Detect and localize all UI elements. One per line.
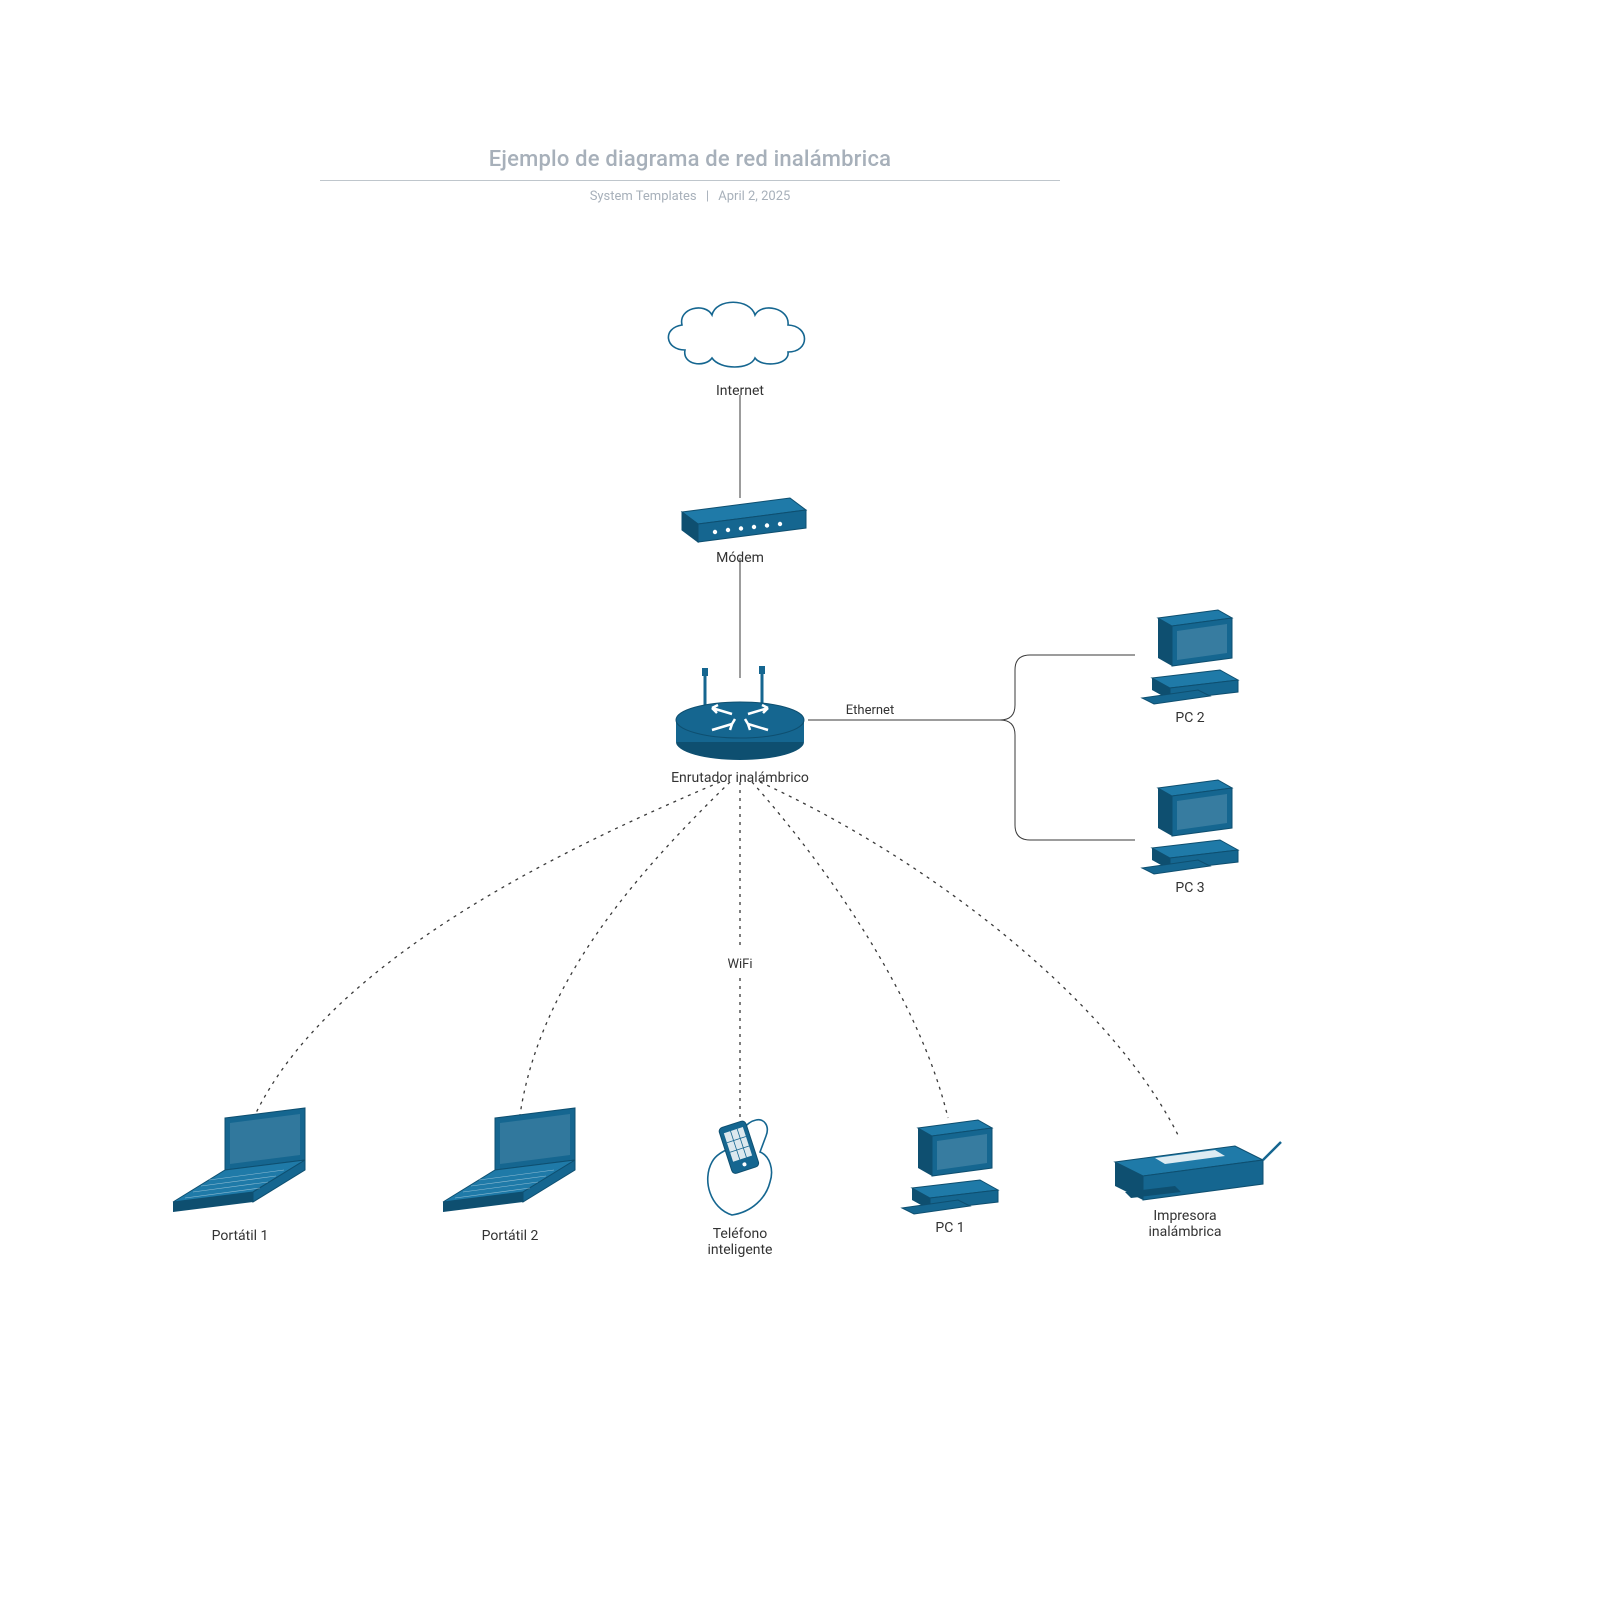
node-laptop2: Portátil 2 [443,1108,575,1244]
node-label-modem: Módem [716,550,764,566]
edge-router-laptop2 [520,782,730,1115]
node-label-printer-l2: inalámbrica [1148,1224,1221,1240]
node-label-pc3: PC 3 [1175,880,1204,896]
node-phone: Teléfono inteligente [708,1120,773,1258]
node-laptop1: Portátil 1 [173,1108,305,1244]
router-icon [676,666,804,760]
phone-icon [708,1120,772,1215]
cloud-icon [668,302,804,367]
node-pc1: PC 1 [902,1120,998,1236]
node-label-laptop2: Portátil 2 [482,1228,539,1244]
network-diagram-canvas: Ethernet WiFi Internet [0,0,1600,1600]
laptop-icon [173,1108,305,1212]
node-label-laptop1: Portátil 1 [212,1228,269,1244]
node-label-pc2: PC 2 [1175,710,1204,726]
node-modem: Módem [682,498,806,566]
node-pc2: PC 2 [1142,610,1238,726]
edge-branch-pc2 [1000,655,1135,720]
printer-icon [1115,1142,1281,1200]
node-label-phone-l2: inteligente [708,1242,773,1258]
edge-branch-pc3 [1000,720,1135,840]
modem-icon [682,498,806,542]
node-internet: Internet [668,302,804,399]
node-pc3: PC 3 [1142,780,1238,896]
node-label-printer-l1: Impresora [1153,1208,1216,1224]
pc-icon [1142,610,1238,704]
edge-router-printer [760,782,1178,1135]
edge-label-wifi: WiFi [727,957,752,972]
laptop-icon [443,1108,575,1212]
node-label-router: Enrutador inalámbrico [671,770,809,786]
node-router: Enrutador inalámbrico [671,666,809,786]
node-printer: Impresora inalámbrica [1115,1142,1281,1240]
node-label-phone-l1: Teléfono [713,1226,768,1242]
node-label-pc1: PC 1 [935,1220,964,1236]
edge-router-laptop1 [255,782,720,1115]
node-label-internet: Internet [716,383,764,399]
edge-router-pc1 [752,782,948,1118]
pc-icon [1142,780,1238,874]
edges-group: Ethernet WiFi [255,395,1178,1135]
pc-icon [902,1120,998,1214]
edge-label-ethernet: Ethernet [846,703,894,718]
